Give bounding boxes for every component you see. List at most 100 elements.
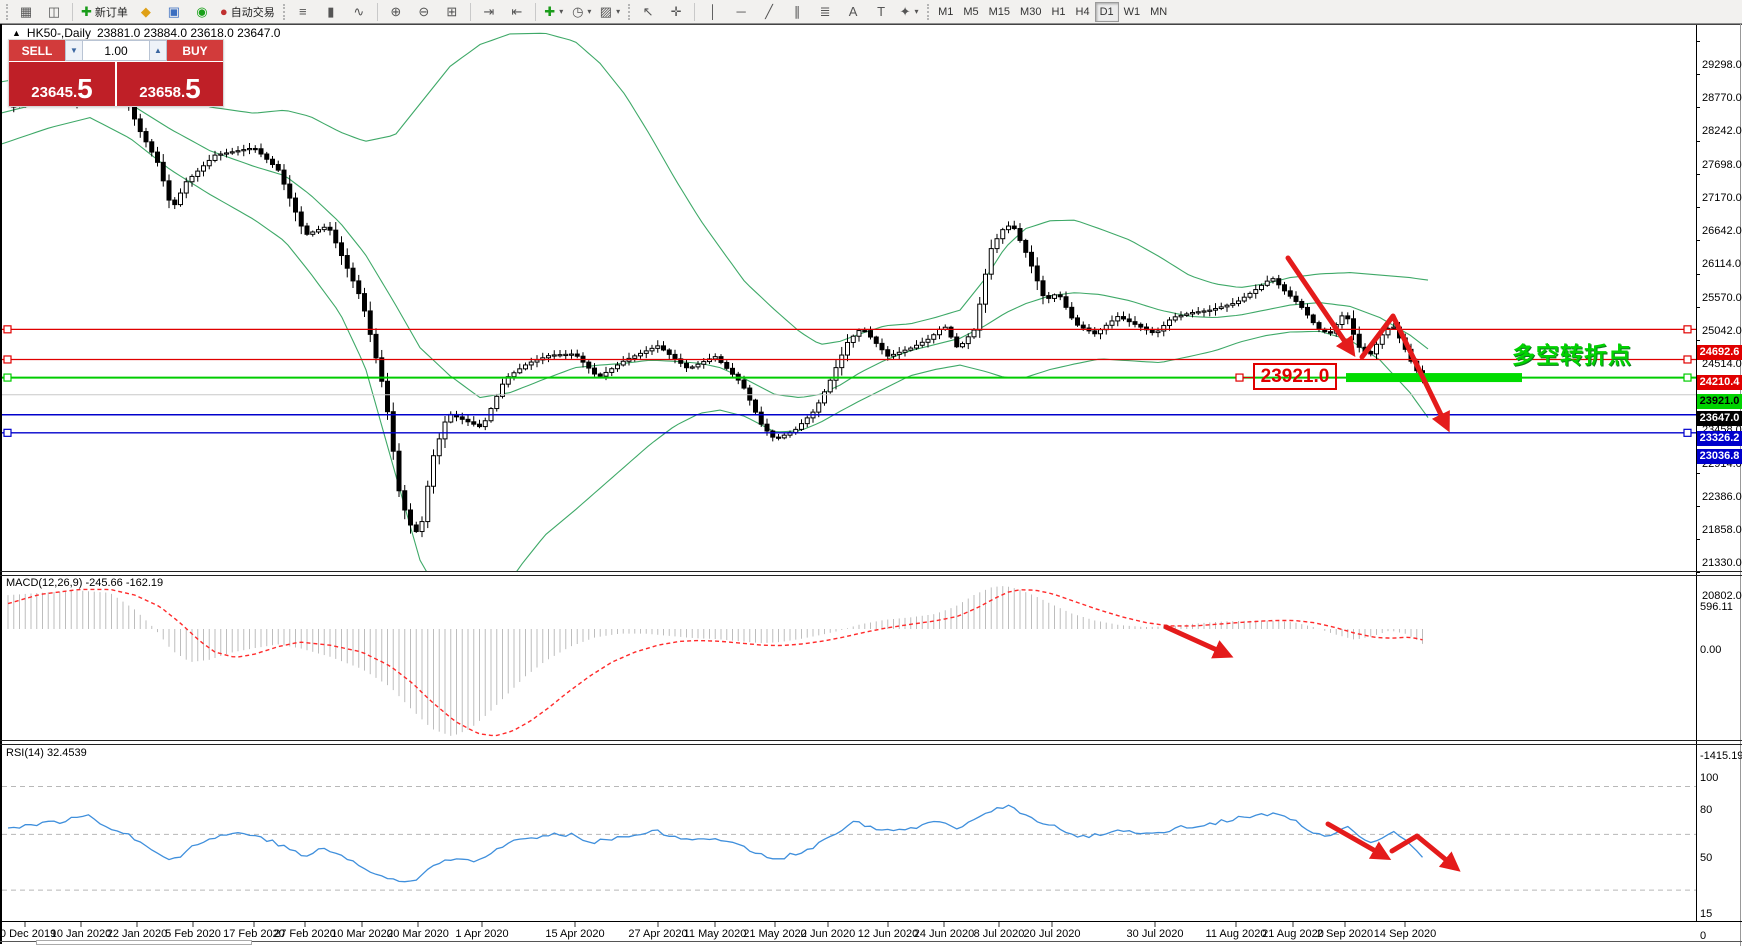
periods-button[interactable]: ◷ ▾	[568, 1, 596, 23]
date-label: 15 Apr 2020	[545, 928, 605, 940]
support-price-label[interactable]: 23921.0	[1253, 363, 1337, 390]
macd-indicator-label: MACD(12,26,9) -245.66 -162.19	[6, 577, 164, 589]
equidistant-channel-button[interactable]: ∥	[783, 1, 811, 23]
date-label: 14 Sep 2020	[1373, 928, 1437, 940]
auto-scroll-button[interactable]: ⇥	[475, 1, 503, 23]
horizontal-line-button[interactable]: ─	[727, 1, 755, 23]
date-label: 20 Mar 2020	[387, 928, 449, 940]
new-order-icon: ✚	[81, 3, 92, 19]
zoom-in-button[interactable]: ⊕	[382, 1, 410, 23]
cursor-icon: ↖	[642, 3, 654, 19]
price-tick-label: 21330.0	[1702, 556, 1742, 569]
text-label-button[interactable]: T	[867, 1, 895, 23]
horizontal-scrollbar-thumb[interactable]	[36, 940, 252, 945]
macd-axis-label: -1415.19	[1700, 750, 1742, 762]
volume-input[interactable]	[83, 40, 149, 61]
date-label: 8 Jul 2020	[973, 928, 1025, 940]
price-tick-label: 22386.0	[1702, 490, 1742, 503]
price-level-badge: 23921.0	[1697, 393, 1742, 409]
auto-scroll-icon: ⇥	[483, 3, 495, 19]
autotrading-label: 自动交易	[230, 6, 275, 19]
date-label: 10 Jan 2020	[50, 928, 112, 940]
date-label: 17 Feb 2020	[223, 928, 285, 940]
line-chart-mode-button[interactable]: ∿	[345, 1, 373, 23]
price-tick-label: 21858.0	[1702, 523, 1742, 536]
sell-button[interactable]: SELL	[9, 40, 65, 61]
text-button[interactable]: A	[839, 1, 867, 23]
trade-panel-controls: SELL ▼ ▲ BUY	[9, 40, 223, 61]
alerts-icon: ◉	[196, 3, 208, 19]
timeframe-w1-button[interactable]: W1	[1123, 5, 1141, 18]
chevron-down-icon: ▾	[914, 7, 919, 16]
timeframe-mn-button[interactable]: MN	[1150, 5, 1168, 18]
data-window-button[interactable]: ◫	[40, 1, 68, 23]
date-label: 12 Jun 2020	[857, 928, 919, 940]
toolbar-grip[interactable]	[628, 3, 631, 20]
data-window-icon: ◫	[47, 3, 61, 19]
zoom-out-icon: ⊖	[418, 3, 430, 19]
date-label: 11 Aug 2020	[1205, 928, 1267, 940]
timeframe-m30-button[interactable]: M30	[1020, 5, 1042, 18]
sell-price-button[interactable]: 23645. 5	[9, 62, 115, 106]
timeframe-h1-button[interactable]: H1	[1051, 5, 1066, 18]
timeframe-m1-button[interactable]: M1	[938, 5, 954, 18]
macd-axis-label: 596.11	[1700, 601, 1733, 613]
price-tick-label: 20802.0	[1702, 589, 1742, 602]
buy-button[interactable]: BUY	[167, 40, 223, 61]
crosshair-button[interactable]: ✛	[662, 1, 690, 23]
chart-title: ▲ HK50-,Daily 23881.0 23884.0 23618.0 23…	[12, 26, 280, 40]
trendline-icon: ╱	[765, 3, 773, 19]
toolbar-grip[interactable]	[282, 3, 285, 20]
date-label: 24 Jun 2020	[913, 928, 975, 940]
volume-decrease-button[interactable]: ▼	[65, 40, 83, 61]
cursor-button[interactable]: ↖	[634, 1, 662, 23]
templates-button[interactable]: ▨ ▾	[596, 1, 624, 23]
arrows-tool-button[interactable]: ✦ ▾	[895, 1, 923, 23]
history-center-button[interactable]: ◆	[132, 1, 160, 23]
price-tick-label: 28242.0	[1702, 124, 1742, 137]
rsi-axis-label: 100	[1700, 772, 1719, 784]
history-center-icon: ◆	[140, 3, 151, 19]
trade-panel-prices: 23645. 5 23658. 5	[9, 62, 223, 106]
toolbar-grip[interactable]	[6, 3, 8, 20]
timeframe-d1-button[interactable]: D1	[1094, 1, 1119, 22]
fibonacci-button[interactable]: ≣	[811, 1, 839, 23]
rsi-axis-label: 0	[1700, 930, 1707, 942]
volume-increase-button[interactable]: ▲	[149, 40, 167, 61]
pivot-annotation-text[interactable]: 多空转折点	[1512, 342, 1632, 368]
chart-plot-canvas[interactable]	[0, 24, 1742, 946]
buy-price-button[interactable]: 23658. 5	[117, 62, 223, 106]
autotrading-icon: ●	[219, 3, 228, 19]
chart-shift-button[interactable]: ⇤	[503, 1, 531, 23]
new-chart-button[interactable]: ▦	[12, 1, 40, 23]
sell-price-dot: .	[72, 84, 78, 101]
one-click-collapse-icon[interactable]: ▲	[12, 28, 21, 38]
toolbar-grip[interactable]	[927, 3, 930, 20]
price-tick-label: 24514.0	[1702, 357, 1742, 370]
autotrading-button[interactable]: ● 自动交易	[216, 1, 279, 23]
global-variables-button[interactable]: ▣	[160, 1, 188, 23]
date-label: 27 Apr 2020	[628, 928, 688, 940]
chart-shift-icon: ⇤	[511, 3, 523, 19]
bar-chart-mode-button[interactable]: ≡	[289, 1, 317, 23]
vertical-line-button[interactable]: │	[699, 1, 727, 23]
candlestick-chart-mode-button[interactable]: ▮	[317, 1, 345, 23]
timeframe-h4-button[interactable]: H4	[1075, 5, 1090, 18]
date-label: 30 Dec 2019	[0, 928, 57, 940]
new-order-label: 新订单	[94, 6, 128, 19]
chevron-down-icon: ▾	[587, 7, 592, 16]
timeframe-m15-button[interactable]: M15	[988, 5, 1011, 18]
tile-windows-button[interactable]: ⊞	[438, 1, 466, 23]
timeframe-m5-button[interactable]: M5	[963, 5, 979, 18]
indicators-button[interactable]: ✚ ▾	[540, 1, 568, 23]
trendline-button[interactable]: ╱	[755, 1, 783, 23]
new-chart-icon: ▦	[19, 3, 33, 19]
price-level-badge: 24210.4	[1697, 375, 1742, 391]
alerts-button[interactable]: ◉	[188, 1, 216, 23]
periods-icon: ◷	[572, 3, 584, 19]
date-label: 22 Jan 2020	[106, 928, 168, 940]
new-order-button[interactable]: ✚ 新订单	[77, 1, 132, 23]
symbol-period-label: HK50-,Daily	[26, 26, 91, 40]
zoom-out-button[interactable]: ⊖	[410, 1, 438, 23]
